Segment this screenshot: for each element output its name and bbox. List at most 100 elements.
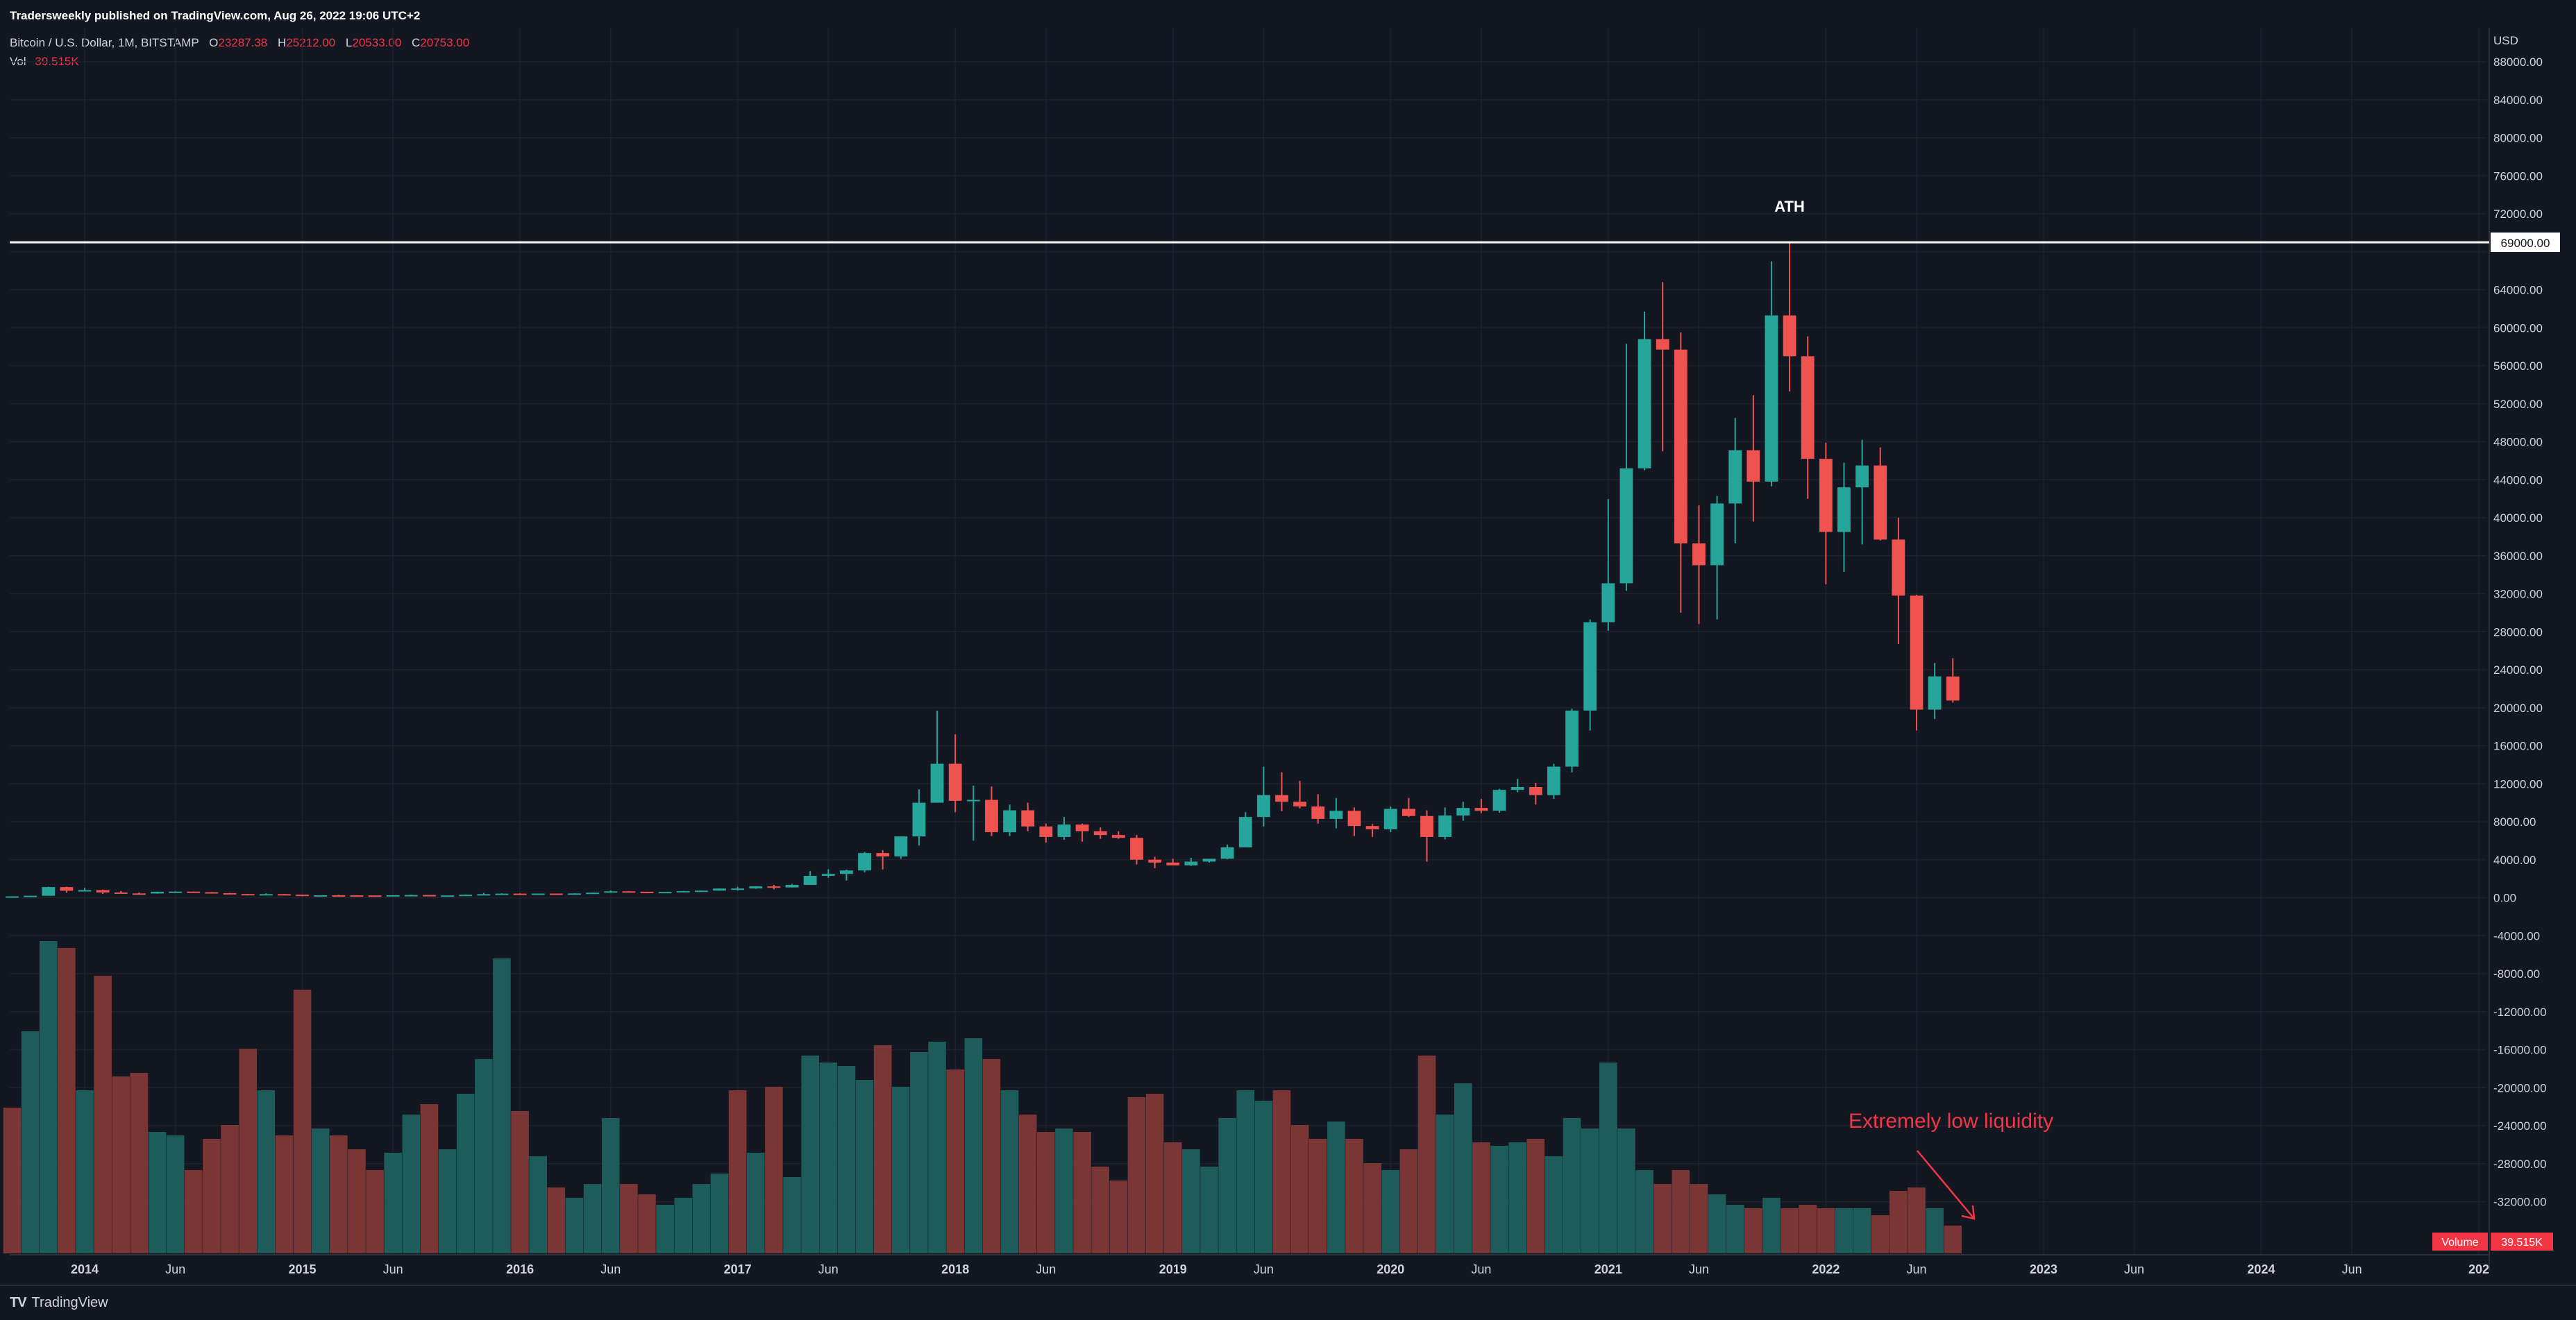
ath-price-tag [2491, 232, 2560, 253]
volume-bar [656, 1205, 674, 1253]
candle-body [966, 799, 980, 802]
candle-body [586, 892, 600, 895]
price-tick-label: 36000.00 [2493, 550, 2543, 563]
ath-label: ATH [1774, 198, 1805, 215]
candle-body [549, 893, 563, 895]
candle-body [1529, 787, 1542, 795]
price-tick-label: -32000.00 [2493, 1196, 2547, 1209]
volume-bar [1708, 1194, 1726, 1253]
time-tick-label: Jun [2124, 1262, 2144, 1276]
candle-body [1674, 349, 1687, 543]
footer-brand[interactable]: TradingView [31, 1295, 108, 1310]
volume-bar [1672, 1170, 1690, 1253]
volume-bar [1599, 1063, 1617, 1253]
candle-body [1184, 861, 1198, 865]
price-tick-label: 56000.00 [2493, 359, 2543, 373]
candle-body [1874, 465, 1887, 540]
candle-body [1456, 808, 1470, 816]
time-tick-label: Jun [1471, 1262, 1491, 1276]
time-tick-label: 2014 [71, 1262, 99, 1276]
time-tick-label: 2016 [506, 1262, 534, 1276]
candle-body [1401, 809, 1415, 816]
price-tick-label: 40000.00 [2493, 511, 2543, 525]
candle-body [1492, 790, 1506, 811]
price-tick-label: -4000.00 [2493, 929, 2540, 942]
candle-body [858, 853, 871, 871]
volume-bar [1000, 1090, 1019, 1253]
candle-body [114, 892, 128, 894]
volume-bar [39, 941, 58, 1253]
candle-body [676, 890, 690, 892]
volume-bar [1037, 1132, 1055, 1253]
price-tick-label: 0.00 [2493, 892, 2516, 905]
price-tick-label: -20000.00 [2493, 1081, 2547, 1094]
volume-bar [1817, 1208, 1835, 1253]
time-tick-label: 2023 [2030, 1262, 2057, 1276]
volume-bar [1781, 1208, 1799, 1253]
volume-bar [275, 1135, 294, 1253]
price-axis-title: USD [2493, 34, 2518, 47]
price-axis[interactable]: USD 88000.00 84000.00 80000.00 76000.00 72000… [2493, 34, 2547, 1209]
annotation-group: Extremely low liquidity [1849, 1110, 2053, 1220]
volume-bar [221, 1125, 239, 1253]
candle-body [1438, 815, 1452, 837]
volume-bar [620, 1184, 638, 1253]
close-label: C [412, 36, 421, 49]
volume-bar [1399, 1149, 1418, 1253]
candle-body [1710, 503, 1724, 566]
candle-body [1728, 450, 1742, 504]
volume-bar [1508, 1142, 1526, 1253]
candle-body [1130, 838, 1143, 860]
volume-bar [1799, 1205, 1817, 1253]
price-tick-label: 84000.00 [2493, 94, 2543, 107]
candle-body [930, 763, 944, 803]
symbol-name[interactable]: Bitcoin / U.S. Dollar, 1M, BITSTAMP [10, 36, 199, 49]
volume-bar [565, 1198, 584, 1253]
price-tick-label: -24000.00 [2493, 1119, 2547, 1133]
candle-body [658, 892, 672, 894]
time-tick-label: Jun [1036, 1262, 1056, 1276]
candle-body [1892, 539, 1905, 596]
symbol-legend: Bitcoin / U.S. Dollar, 1M, BITSTAMP O232… [10, 36, 469, 50]
candle-body [1039, 826, 1053, 837]
volume-bar [456, 1094, 475, 1253]
volume-bar [728, 1090, 747, 1253]
volume-bars [3, 941, 1962, 1253]
high-value: 25212.00 [286, 36, 336, 49]
volume-bar [1272, 1090, 1291, 1253]
candle-body [1855, 465, 1869, 488]
volume-bar [311, 1128, 330, 1253]
volume-bar [837, 1066, 856, 1253]
candle-body [42, 887, 56, 896]
candle-body [1601, 583, 1615, 623]
candle-body [1093, 831, 1107, 836]
tradingview-logo-icon[interactable]: TV [10, 1295, 27, 1310]
volume-bar [1835, 1208, 1853, 1253]
volume-bar [801, 1056, 819, 1253]
volume-bar [148, 1132, 167, 1253]
volume-bar [1617, 1128, 1635, 1253]
candles [6, 242, 1960, 898]
candle-body [604, 891, 618, 893]
price-tick-label: -8000.00 [2493, 967, 2540, 981]
volume-bar [21, 1031, 40, 1253]
volume-bar [1926, 1208, 1944, 1253]
candle-body [132, 893, 146, 895]
volume-bar [1581, 1128, 1599, 1253]
volume-bar [1871, 1215, 1889, 1253]
time-axis[interactable]: 2014 Jun 2015 Jun 2016 Jun 2017 Jun 2018 Jun 2019 J… [71, 1262, 2489, 1276]
price-tick-label: 60000.00 [2493, 321, 2543, 335]
volume-bar [130, 1073, 149, 1253]
volume-bar [910, 1052, 928, 1253]
volume-bar [1073, 1132, 1091, 1253]
volume-bar [257, 1090, 276, 1253]
candle-body [1365, 826, 1379, 829]
candle-body [1293, 802, 1307, 807]
time-tick-label: 2015 [289, 1262, 317, 1276]
volume-bar [855, 1080, 874, 1253]
time-tick-label: Jun [600, 1262, 621, 1276]
volume-bar [583, 1184, 602, 1253]
candle-body [386, 895, 400, 897]
annotation-arrow [1917, 1150, 1975, 1219]
